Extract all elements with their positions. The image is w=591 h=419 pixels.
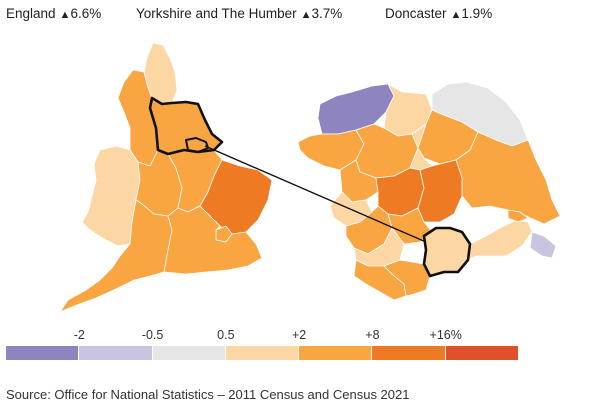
england-wales-map (59, 42, 273, 313)
doncaster-outline-large (422, 226, 472, 278)
stat-yorkshire-change: 3.7% (311, 6, 343, 21)
region-south-west[interactable] (59, 199, 173, 313)
triangle-up-icon: ▲ (59, 9, 71, 21)
district-richmondshire[interactable] (317, 83, 395, 135)
region-wales[interactable] (81, 145, 141, 247)
choropleth-map (59, 42, 561, 313)
yorkshire-detail-map (297, 81, 561, 301)
district-north-lincolnshire[interactable] (467, 219, 533, 261)
district-north-east-lincolnshire[interactable] (529, 231, 557, 259)
legend-tick-label: -2 (73, 328, 85, 342)
region-yorkshire-and-the-humber[interactable] (149, 97, 223, 155)
legend-swatch (152, 346, 225, 360)
triangle-up-icon: ▲ (300, 9, 312, 21)
region-south-east[interactable] (163, 205, 263, 275)
legend-tick-label: 0.5 (217, 328, 235, 342)
stat-england-label: England (6, 6, 56, 21)
legend-swatch (6, 346, 79, 360)
legend-swatch (299, 346, 372, 360)
yorkshire-outline (148, 96, 224, 156)
stat-yorkshire: Yorkshire and The Humber ▲3.7% (136, 6, 342, 21)
stat-doncaster-label: Doncaster (385, 6, 447, 21)
legend-tick-label: -0.5 (141, 328, 164, 342)
connector-line (204, 145, 427, 243)
stat-england-change: 6.6% (70, 6, 102, 21)
legend-swatch (372, 346, 445, 360)
legend-tick-label: +2 (292, 328, 307, 342)
header-stats: England ▲6.6% Yorkshire and The Humber ▲3.… (0, 0, 591, 30)
stat-yorkshire-label: Yorkshire and The Humber (136, 6, 297, 21)
legend-tick-label: +16% (429, 328, 462, 342)
stat-england: England ▲6.6% (6, 6, 101, 21)
stat-doncaster-change: 1.9% (461, 6, 493, 21)
legend: -2 -0.5 0.5 +2 +8 +16% (0, 325, 591, 365)
stat-doncaster: Doncaster ▲1.9% (385, 6, 492, 21)
legend-tick-label: +8 (365, 328, 380, 342)
source-note: Source: Office for National Statistics –… (6, 387, 410, 402)
district-rotherham[interactable] (383, 259, 431, 297)
district-hull[interactable] (507, 209, 529, 223)
triangle-up-icon: ▲ (450, 9, 462, 21)
legend-swatch (79, 346, 152, 360)
legend-swatch (445, 346, 518, 360)
legend-swatch (225, 346, 299, 360)
district-selby[interactable] (417, 159, 463, 223)
